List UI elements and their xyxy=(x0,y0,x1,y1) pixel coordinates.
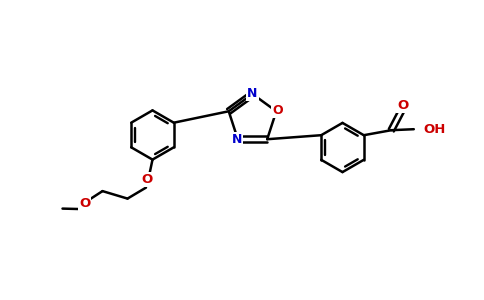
Text: O: O xyxy=(142,173,153,186)
Text: O: O xyxy=(79,196,90,210)
Text: N: N xyxy=(247,86,257,100)
Text: O: O xyxy=(397,99,408,112)
Text: OH: OH xyxy=(424,123,446,136)
Text: O: O xyxy=(272,104,283,117)
Text: N: N xyxy=(232,133,242,146)
